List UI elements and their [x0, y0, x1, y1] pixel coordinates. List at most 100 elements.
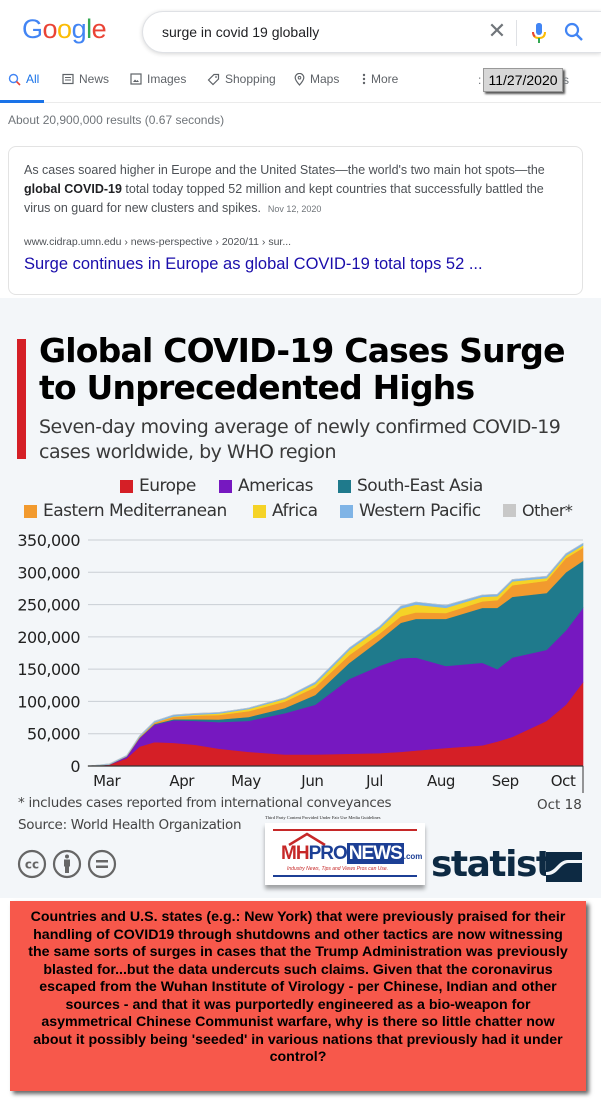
result-title-link[interactable]: Surge continues in Europe as global COVI… — [24, 255, 483, 273]
logo-letter: o — [57, 14, 72, 44]
logo-rule — [273, 875, 417, 877]
commentary-box: Countries and U.S. states (e.g.: New Yor… — [10, 901, 586, 1091]
mhpronews-logo[interactable]: MHPRO NEWS .com Industry News, Tips and Vi… — [265, 823, 425, 885]
chart-title: Global COVID-19 Cases Surge to Unprecede… — [39, 331, 565, 407]
tag-icon — [207, 73, 220, 85]
logo-letter: e — [91, 14, 107, 44]
fair-use-note: Third Party Content Provided Under Fair … — [265, 815, 381, 820]
search-input[interactable]: surge in covid 19 globally — [162, 24, 320, 40]
title-accent-bar — [17, 339, 26, 459]
y-tick-label: 200,000 — [17, 628, 80, 647]
more-vert-icon — [362, 73, 366, 85]
legend-item-other: Other* — [503, 501, 573, 520]
statista-mark-icon — [546, 852, 582, 882]
tools-fragment: : — [478, 73, 482, 87]
tools-fragment[interactable]: s — [563, 73, 569, 87]
logo-rule — [273, 829, 417, 831]
active-tab-indicator — [0, 100, 44, 103]
end-date-label: Oct 18 — [537, 797, 582, 813]
y-tick-label: 100,000 — [17, 692, 80, 711]
tab-maps[interactable]: Maps — [294, 72, 339, 86]
snippet-date: Nov 12, 2020 — [267, 204, 322, 214]
tab-label: Images — [147, 72, 187, 86]
legend-swatch — [338, 479, 351, 493]
x-tick-label: Mar — [93, 772, 121, 790]
tab-label: Maps — [310, 72, 340, 86]
search-icon[interactable] — [563, 21, 585, 43]
legend-label: Western Pacific — [359, 501, 481, 521]
tab-label: All — [26, 72, 40, 86]
search-box[interactable]: surge in covid 19 globally ✕ — [142, 11, 601, 53]
source-note: Source: World Health Organization — [18, 817, 242, 833]
areas — [87, 542, 584, 767]
map-pin-icon — [294, 72, 305, 86]
legend-swatch — [120, 479, 133, 493]
x-tick-label: May — [231, 772, 261, 790]
commentary-text: Countries and U.S. states (e.g.: New Yor… — [28, 909, 568, 1065]
google-logo[interactable]: Google — [22, 14, 107, 45]
date-stamp: 11/27/2020 — [483, 68, 563, 92]
legend-swatch — [340, 504, 353, 518]
close-icon[interactable]: ✕ — [487, 18, 507, 43]
snippet-text: As cases soared higher in Europe and the… — [24, 161, 569, 219]
tab-images[interactable]: Images — [130, 72, 186, 86]
logo-letter: l — [86, 14, 92, 44]
result-url[interactable]: www.cidrap.umn.edu › news-perspective › … — [24, 236, 292, 248]
logo-mh: MH — [281, 843, 310, 864]
legend-item-eastern-mediterranean: Eastern Mediterranean — [24, 501, 227, 521]
y-tick-label: 50,000 — [27, 725, 80, 744]
tab-news[interactable]: News — [62, 72, 109, 86]
x-tick-label: Apr — [169, 772, 195, 790]
results-count: About 20,900,000 results (0.67 seconds) — [8, 113, 225, 127]
logo-pro: PRO — [308, 843, 348, 864]
search-icon — [8, 73, 21, 86]
chart-subtitle: Seven-day moving average of newly confir… — [39, 416, 561, 463]
tab-all[interactable]: All — [8, 72, 39, 86]
y-tick-label: 0 — [70, 757, 80, 776]
legend-swatch — [24, 504, 37, 518]
legend-label: South-East Asia — [357, 476, 483, 496]
x-tick-label: Jun — [300, 772, 323, 790]
snippet-part: As cases soared higher in Europe and the… — [24, 163, 545, 177]
x-tick-label: Aug — [427, 772, 455, 790]
legend-label: Eastern Mediterranean — [43, 501, 227, 521]
no-derivatives-icon[interactable] — [87, 849, 117, 879]
tab-more[interactable]: More — [362, 72, 398, 86]
logo-letter: G — [22, 14, 43, 44]
area-other — [87, 542, 584, 767]
tab-shopping[interactable]: Shopping — [207, 72, 276, 86]
search-tabs: All News Images Shopping Maps More — [0, 66, 601, 103]
tab-label: News — [79, 72, 110, 86]
attribution-icon[interactable] — [52, 849, 82, 879]
logo-com: .com — [403, 852, 423, 861]
legend-item-americas: Americas — [219, 476, 313, 496]
news-icon — [62, 73, 74, 85]
legend-label: Africa — [272, 501, 318, 521]
tab-label: More — [371, 72, 399, 86]
snippet-part: total today topped 52 million and kept c… — [24, 182, 544, 215]
x-tick-label: Sep — [492, 772, 519, 790]
house-roof-icon — [288, 832, 326, 846]
image-icon — [130, 73, 142, 85]
x-tick-label: Jul — [365, 772, 383, 790]
x-tick-label: Oct — [551, 772, 576, 790]
cc-icon[interactable]: cc — [17, 849, 47, 879]
legend-item-europe: Europe — [120, 476, 196, 496]
logo-letter: g — [71, 14, 87, 44]
legend-label: Americas — [238, 476, 313, 496]
featured-snippet: As cases soared higher in Europe and the… — [8, 146, 583, 295]
logo-tagline: Industry News, Tips and Views Pros can U… — [287, 866, 389, 872]
y-tick-label: 300,000 — [17, 563, 80, 582]
legend-item-western-pacific: Western Pacific — [340, 501, 481, 521]
svg-text:cc: cc — [25, 858, 39, 872]
y-tick-label: 150,000 — [17, 660, 80, 679]
legend-swatch — [219, 479, 232, 493]
logo-news: NEWS — [346, 843, 404, 864]
stacked-area-chart: 0 50,000 100,000 150,000 200,000 250,000 300,0… — [17, 531, 584, 793]
mic-icon[interactable] — [529, 21, 549, 45]
legend-swatch — [503, 504, 516, 517]
snippet-bold: global COVID-19 — [24, 182, 122, 196]
tab-label: Shopping — [225, 72, 276, 86]
legend-swatch — [253, 504, 266, 518]
legend-label: Europe — [139, 476, 196, 496]
